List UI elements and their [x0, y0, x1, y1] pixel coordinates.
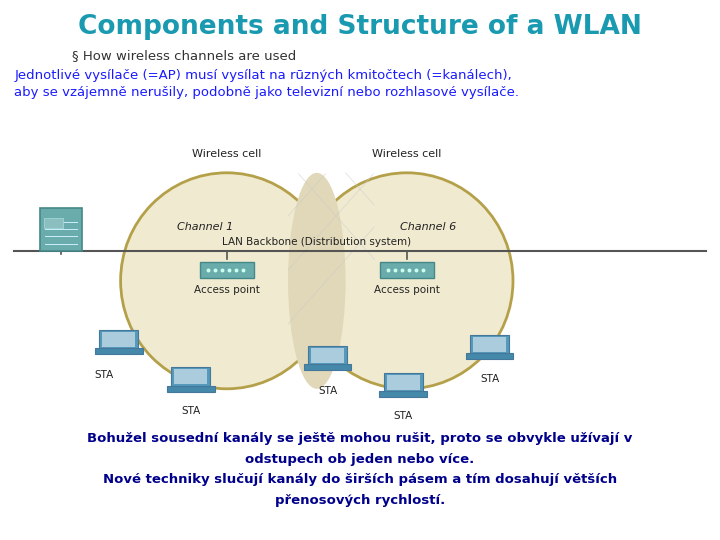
Text: Channel 6: Channel 6 [400, 222, 456, 232]
Text: Wireless cell: Wireless cell [192, 149, 261, 159]
FancyBboxPatch shape [466, 353, 513, 359]
Text: Bohužel sousední kanály se ještě mohou rušit, proto se obvykle užívají v: Bohužel sousední kanály se ještě mohou r… [87, 432, 633, 445]
FancyBboxPatch shape [174, 369, 207, 384]
Text: STA: STA [181, 406, 200, 416]
FancyBboxPatch shape [470, 335, 509, 354]
FancyBboxPatch shape [40, 208, 82, 251]
Text: aby se vzájemně nerušily, podobně jako televizní nebo rozhlasové vysílače.: aby se vzájemně nerušily, podobně jako t… [14, 86, 519, 99]
FancyBboxPatch shape [379, 391, 427, 397]
Text: § How wireless channels are used: § How wireless channels are used [72, 49, 296, 62]
Text: Access point: Access point [374, 285, 440, 295]
Text: STA: STA [480, 374, 499, 384]
FancyBboxPatch shape [102, 332, 135, 347]
Text: Jednotlivé vysílače (=AP) musí vysílat na rūzných kmitočtech (=kanálech),: Jednotlivé vysílače (=AP) musí vysílat n… [14, 69, 512, 82]
Text: přenosových rychlostí.: přenosových rychlostí. [275, 494, 445, 507]
FancyBboxPatch shape [384, 373, 423, 392]
FancyBboxPatch shape [473, 337, 506, 352]
FancyBboxPatch shape [311, 348, 344, 363]
Ellipse shape [288, 173, 346, 389]
Text: STA: STA [394, 411, 413, 422]
FancyBboxPatch shape [387, 375, 420, 390]
FancyBboxPatch shape [95, 348, 143, 354]
FancyBboxPatch shape [44, 218, 63, 228]
FancyBboxPatch shape [200, 262, 253, 278]
Text: Access point: Access point [194, 285, 260, 295]
Text: STA: STA [318, 386, 337, 396]
FancyBboxPatch shape [99, 329, 138, 349]
FancyBboxPatch shape [167, 386, 215, 392]
Text: Nové techniky slučují kanály do širších pásem a tím dosahují větších: Nové techniky slučují kanály do širších … [103, 473, 617, 486]
Text: Channel 1: Channel 1 [177, 222, 233, 232]
Text: odstupech ob jeden nebo více.: odstupech ob jeden nebo více. [246, 453, 474, 465]
FancyBboxPatch shape [171, 367, 210, 387]
FancyBboxPatch shape [304, 364, 351, 370]
FancyBboxPatch shape [308, 346, 347, 365]
Text: Wireless cell: Wireless cell [372, 149, 441, 159]
Ellipse shape [121, 173, 333, 389]
Text: Components and Structure of a WLAN: Components and Structure of a WLAN [78, 14, 642, 39]
Text: STA: STA [95, 370, 114, 380]
FancyBboxPatch shape [380, 262, 433, 278]
Ellipse shape [300, 173, 513, 389]
Text: LAN Backbone (Distribution system): LAN Backbone (Distribution system) [222, 237, 411, 247]
